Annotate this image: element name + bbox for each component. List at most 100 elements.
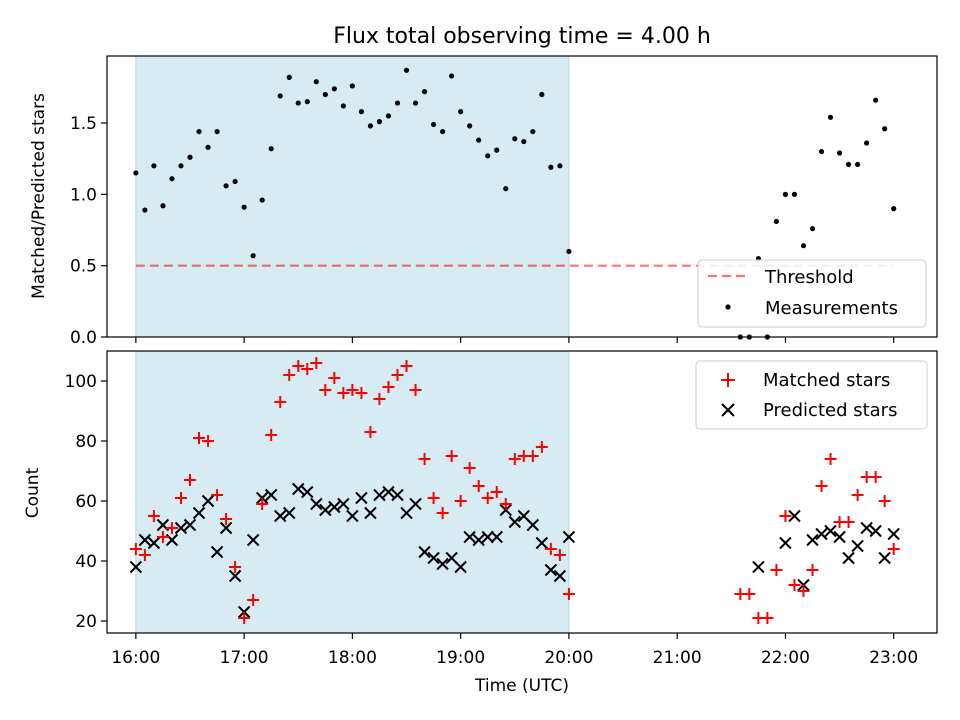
- measurement-point: [566, 248, 572, 255]
- predicted-stars-point: [553, 569, 567, 583]
- bottom-xtick-label: 22:00: [761, 648, 810, 668]
- matched-stars-point: [508, 453, 521, 465]
- bottom-xtick-label: 19:00: [436, 648, 485, 668]
- measurement-point: [340, 103, 346, 109]
- predicted-stars-point: [842, 551, 855, 565]
- legend-measurements-swatch: [725, 304, 731, 310]
- top-ytick-label: 0.5: [70, 257, 97, 277]
- matched-stars-point: [436, 507, 449, 519]
- matched-stars-point: [418, 453, 431, 465]
- measurement-point: [809, 225, 816, 232]
- predicted-stars-point: [183, 518, 197, 532]
- matched-stars-point: [562, 588, 575, 600]
- measurement-point: [214, 128, 220, 135]
- measurement-point: [539, 91, 545, 98]
- matched-stars-point: [400, 360, 413, 372]
- matched-stars-point: [283, 369, 296, 381]
- matched-stars-point: [824, 453, 837, 465]
- measurement-point: [818, 148, 825, 155]
- measurement-point: [557, 163, 563, 169]
- predicted-stars-point: [887, 527, 900, 541]
- predicted-stars-point: [815, 527, 828, 541]
- predicted-stars-point: [544, 563, 558, 577]
- matched-stars-point: [346, 384, 359, 396]
- predicted-stars-point: [246, 533, 260, 547]
- measurement-point: [259, 197, 265, 203]
- top-legend-box: [697, 259, 927, 328]
- predicted-stars-point: [526, 518, 540, 532]
- predicted-stars-point: [129, 560, 143, 574]
- matched-stars-point: [472, 480, 485, 492]
- matched-stars-point: [364, 426, 377, 438]
- predicted-stars-point: [138, 533, 152, 547]
- matched-stars-point: [499, 498, 512, 510]
- matched-stars-point: [535, 441, 548, 453]
- matched-stars-point: [851, 489, 864, 501]
- predicted-stars-point: [292, 482, 305, 496]
- predicted-stars-point: [301, 485, 314, 499]
- measurement-point: [142, 207, 148, 213]
- matched-stars-point: [211, 489, 224, 501]
- measurement-point: [403, 67, 410, 73]
- bottom-xtick-label: 23:00: [869, 648, 918, 668]
- matched-stars-point: [770, 564, 783, 576]
- measurement-point: [873, 97, 879, 103]
- predicted-stars-point: [192, 506, 206, 520]
- matched-stars-point: [887, 543, 900, 555]
- predicted-stars-point: [391, 488, 404, 502]
- bottom-ytick-label: 40: [75, 552, 97, 572]
- measurement-point: [367, 123, 374, 129]
- predicted-stars-point: [174, 521, 188, 535]
- predicted-stars-point: [788, 509, 801, 523]
- measurement-point: [205, 144, 211, 150]
- predicted-stars-point: [472, 533, 485, 547]
- predicted-stars-point: [869, 524, 882, 538]
- legend-matched-label: Matched stars: [763, 370, 890, 391]
- matched-stars-point: [301, 363, 314, 375]
- matched-stars-point: [184, 474, 196, 486]
- predicted-stars-point: [274, 509, 287, 523]
- measurement-point: [548, 164, 554, 170]
- matched-stars-point: [292, 360, 305, 372]
- top-observing-window-shade: [135, 55, 570, 338]
- predicted-stars-point: [210, 545, 224, 559]
- predicted-stars-point: [228, 569, 242, 583]
- measurement-point: [512, 136, 518, 142]
- matched-stars-point: [310, 357, 323, 369]
- measurement-point: [322, 91, 328, 98]
- matched-stars-point: [256, 498, 269, 510]
- predicted-stars-point: [373, 488, 386, 502]
- predicted-stars-point: [824, 524, 837, 538]
- measurement-point: [449, 73, 455, 79]
- bottom-ytick-label: 20: [75, 612, 97, 632]
- bottom-axes-frame: [106, 350, 938, 634]
- predicted-stars-point: [355, 491, 368, 505]
- predicted-stars-point: [319, 503, 332, 517]
- matched-stars-point: [761, 612, 774, 624]
- measurement-point: [223, 183, 229, 189]
- bottom-ytick-label: 80: [75, 432, 97, 452]
- measurement-point: [376, 119, 383, 125]
- measurement-point: [133, 170, 139, 176]
- bottom-xtick-label: 18:00: [328, 648, 377, 668]
- predicted-stars-point: [427, 551, 440, 565]
- matched-stars-point: [490, 486, 503, 498]
- predicted-stars-point: [806, 533, 819, 547]
- predicted-stars-point: [409, 497, 422, 511]
- matched-stars-point: [274, 396, 287, 408]
- top-axes-frame: [106, 55, 938, 338]
- predicted-stars-point: [535, 536, 549, 550]
- bottom-panel: 20 40 60 80 100 16:00 17:00 18:00 19:00 20:00 21:…: [23, 350, 938, 696]
- top-ytick-label: 1.5: [70, 114, 97, 134]
- measurement-point: [241, 204, 247, 210]
- matched-stars-point: [265, 429, 278, 441]
- measurement-point: [800, 243, 807, 249]
- measurement-point: [304, 99, 310, 105]
- measurement-point: [277, 93, 283, 99]
- measurement-point: [521, 138, 527, 145]
- predicted-stars-point: [490, 530, 503, 544]
- top-ytick-label: 0.0: [70, 328, 97, 348]
- legend-matched-swatch: [721, 373, 735, 387]
- top-panel: 0.0 0.5 1.0 1.5 Matched/Predicted stars Thr…: [29, 55, 938, 348]
- predicted-stars-point: [454, 560, 467, 574]
